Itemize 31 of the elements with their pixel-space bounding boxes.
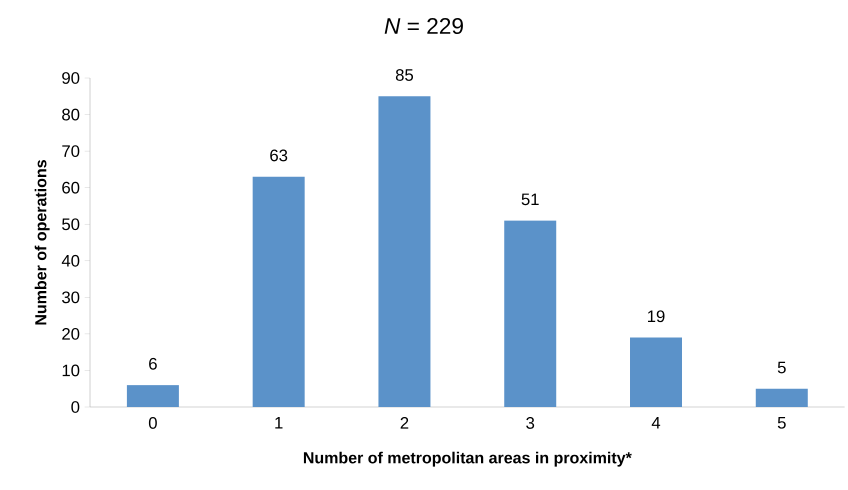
x-tick-label: 3	[526, 417, 534, 429]
x-tick-label: 2	[400, 417, 408, 429]
bar	[756, 388, 808, 407]
data-label: 5	[778, 362, 786, 374]
bar	[378, 96, 430, 407]
data-label: 6	[149, 358, 157, 370]
chart-title: N = 229	[384, 18, 463, 34]
x-tick-label: 1	[275, 417, 282, 429]
bar	[252, 176, 305, 407]
data-label: 63	[270, 150, 288, 162]
bar	[126, 385, 179, 407]
data-label: 19	[648, 310, 664, 322]
x-tick-label: 0	[148, 417, 157, 429]
x-tick-label: 5	[778, 417, 786, 429]
y-tick-label: 80	[62, 108, 80, 120]
y-tick-label: 50	[62, 218, 80, 230]
x-axis-title: Number of metropolitan areas in proximity*	[304, 452, 632, 467]
y-tick-label: 20	[62, 328, 80, 340]
y-tick-label: 60	[62, 182, 80, 194]
y-tick-label: 0	[71, 401, 80, 413]
data-label: 51	[522, 194, 539, 206]
y-tick-label: 10	[62, 364, 80, 376]
bar	[630, 338, 682, 407]
x-tick-label: 4	[652, 417, 660, 429]
y-tick-label: 70	[62, 145, 80, 158]
y-axis-title: Number of operations	[34, 160, 50, 325]
y-tick-label: 40	[62, 254, 80, 267]
y-tick-label: 90	[62, 72, 80, 84]
data-label: 85	[396, 69, 414, 81]
y-tick-label: 30	[62, 291, 80, 304]
bar	[504, 220, 556, 407]
